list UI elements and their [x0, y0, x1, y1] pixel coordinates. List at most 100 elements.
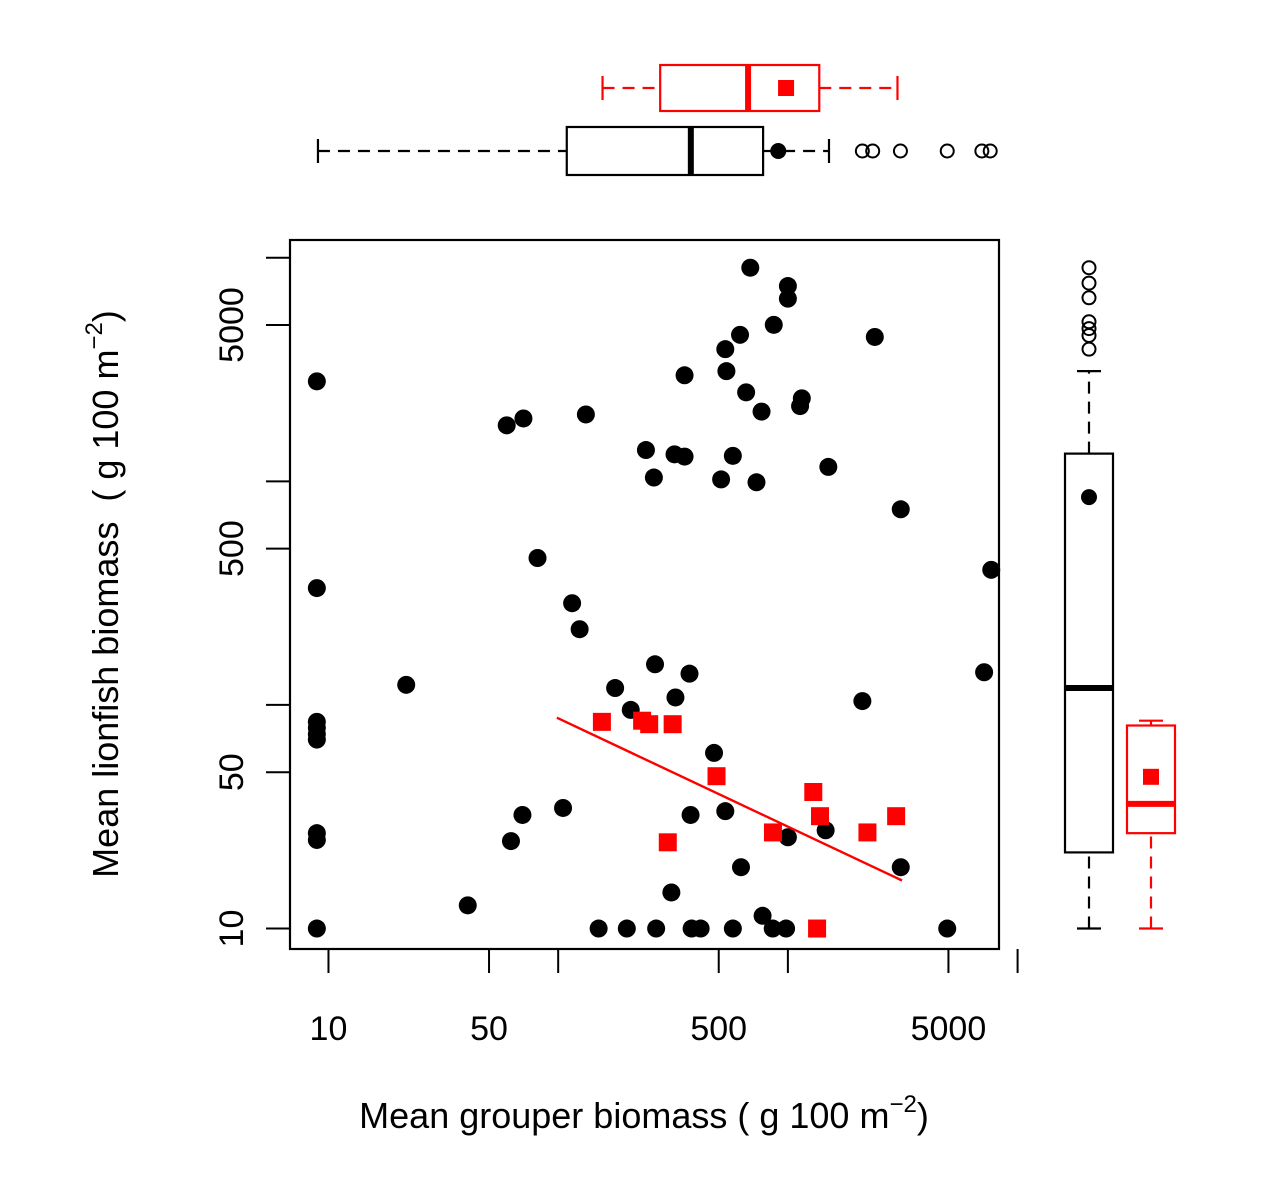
data-point-circle	[691, 919, 710, 938]
data-point-circle	[741, 258, 760, 277]
boxplot-right-group-a	[1063, 260, 1115, 930]
data-point-circle	[975, 663, 994, 682]
outlier-point	[982, 143, 998, 159]
data-point-circle	[563, 594, 582, 613]
data-point-circle	[675, 447, 694, 466]
data-point-circle	[891, 500, 910, 519]
x-axis-title-main: Mean grouper biomass	[359, 1095, 727, 1136]
outlier-point	[1081, 341, 1097, 357]
plot-frame	[288, 238, 1001, 951]
outlier-point	[1081, 275, 1097, 291]
boxplot-top-group-a	[316, 125, 998, 177]
data-point-circle	[819, 457, 838, 476]
data-point-circle	[731, 858, 750, 877]
outlier-point	[1081, 321, 1097, 337]
data-point-circle	[497, 416, 516, 435]
data-point-circle	[528, 549, 547, 568]
y-axis-title: Mean lionfish biomass ( g 100 m−2)	[81, 310, 126, 878]
x-tick-label: 5000	[911, 1010, 987, 1048]
y-tick-label: 50	[213, 753, 251, 791]
data-point-circle	[307, 372, 326, 391]
x-tick-label: 10	[310, 1010, 348, 1048]
data-points	[307, 258, 1001, 938]
data-point-circle	[865, 327, 884, 346]
data-point-square	[592, 712, 611, 731]
data-point-circle	[792, 389, 811, 408]
x-tick-label: 500	[690, 1010, 747, 1048]
mean-marker	[1081, 489, 1097, 506]
data-point-circle	[606, 679, 625, 698]
y-tick-label: 5000	[213, 287, 251, 363]
outlier-point	[974, 143, 990, 159]
x-axis-title: Mean grouper biomass ( g 100 m−2)	[359, 1091, 929, 1136]
data-point-circle	[731, 325, 750, 344]
data-point-circle	[675, 366, 694, 385]
data-point-circle	[644, 468, 663, 487]
box	[1125, 724, 1177, 835]
data-point-square	[658, 833, 677, 852]
y-tick-label: 10	[213, 910, 251, 948]
y-axis: 10 50 500 5000	[213, 256, 290, 948]
data-point-circle	[753, 906, 772, 925]
fit-line-group	[556, 716, 903, 882]
data-point-circle	[891, 858, 910, 877]
data-point-circle	[307, 579, 326, 598]
data-point-circle	[589, 919, 608, 938]
y-axis-title-exponent: −2	[81, 322, 108, 349]
outlier-point	[892, 143, 908, 159]
data-point-circle	[636, 441, 655, 460]
data-point-circle	[712, 470, 731, 489]
data-point-square	[707, 767, 726, 786]
data-point-square	[804, 782, 823, 801]
data-point-circle	[646, 655, 665, 674]
y-axis-title-close: )	[85, 310, 126, 322]
data-point-circle	[705, 743, 724, 762]
data-point-circle	[816, 821, 835, 840]
data-point-circle	[666, 688, 685, 707]
box	[1063, 452, 1115, 854]
boxplot-top-group-b	[601, 63, 899, 113]
mean-marker	[1143, 768, 1159, 785]
outlier-point	[865, 143, 881, 159]
data-point-circle	[307, 730, 326, 749]
x-axis-title-unit: ( g 100 m	[737, 1095, 889, 1136]
data-point-circle	[723, 919, 742, 938]
outlier-point	[1081, 260, 1097, 276]
x-axis-title-close: )	[917, 1095, 929, 1136]
data-point-circle	[778, 289, 797, 308]
boxplot-right-group-b	[1125, 719, 1177, 930]
data-point-square	[887, 807, 906, 826]
data-point-circle	[514, 409, 533, 428]
data-point-circle	[554, 798, 573, 817]
data-point-circle	[680, 664, 699, 683]
x-axis: 10 50 500 5000	[310, 949, 1019, 1048]
data-point-square	[808, 919, 827, 938]
data-point-circle	[501, 832, 520, 851]
box	[565, 125, 765, 177]
y-tick-label: 500	[213, 520, 251, 577]
data-point-circle	[717, 362, 736, 381]
data-point-square	[858, 823, 877, 842]
regression-line	[556, 716, 903, 882]
data-point-circle	[982, 560, 1001, 579]
y-axis-title-main: Mean lionfish biomass	[85, 522, 126, 878]
data-point-circle	[752, 402, 771, 421]
top-marginal-boxplots	[316, 63, 998, 177]
mean-marker	[778, 80, 795, 96]
data-point-circle	[570, 620, 589, 639]
data-point-square	[640, 715, 659, 734]
y-axis-title-unit: ( g 100 m	[85, 350, 126, 502]
data-point-square	[663, 715, 682, 734]
data-point-circle	[764, 315, 783, 334]
data-point-circle	[307, 919, 326, 938]
outlier-point	[939, 143, 955, 159]
data-point-circle	[763, 919, 782, 938]
mean-marker	[770, 143, 787, 159]
data-point-circle	[716, 802, 735, 821]
data-point-circle	[716, 340, 735, 359]
data-point-circle	[778, 828, 797, 847]
data-point-circle	[397, 675, 416, 694]
data-point-circle	[576, 405, 595, 424]
data-point-circle	[617, 919, 636, 938]
data-point-circle	[747, 473, 766, 492]
